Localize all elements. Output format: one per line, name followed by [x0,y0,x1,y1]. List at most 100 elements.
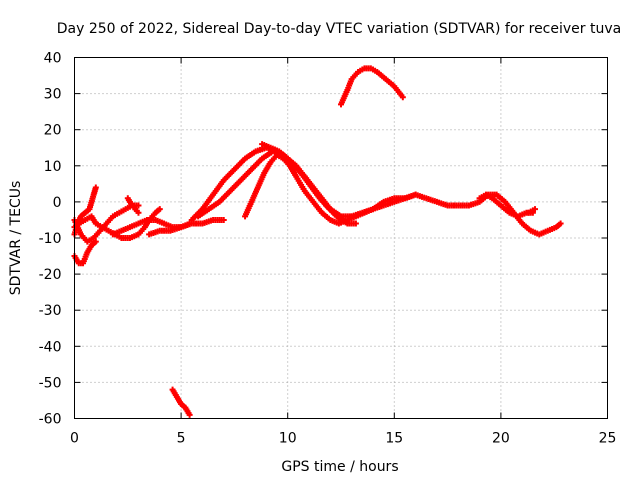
x-tick-label: 5 [177,431,186,447]
data-point [85,207,92,214]
data-point [431,198,438,205]
series-arc-12 [259,141,334,213]
x-tick-label: 20 [492,431,510,447]
data-point [274,147,281,154]
chart-title: Day 250 of 2022, Sidereal Day-to-day VTE… [57,21,621,37]
data-point [250,149,257,156]
series-arc-3 [71,206,163,241]
data-point [114,210,121,217]
data-point [410,192,417,199]
x-tick-label: 0 [70,431,79,447]
data-point [253,186,260,193]
data-point [101,222,108,229]
data-point [308,197,315,204]
data-point [116,233,123,240]
data-point [308,182,315,189]
data-point [158,219,165,226]
data-point [347,78,354,85]
data-point [398,92,405,99]
data-point [133,221,140,228]
data-point [204,207,211,214]
data-point [76,229,83,236]
data-point [372,67,379,74]
y-tick-label: -40 [39,339,62,355]
data-point [140,225,147,232]
data-point [389,81,396,88]
series-arc-13 [338,65,406,108]
y-tick-label: -20 [39,267,62,283]
data-point [219,179,226,186]
data-point [474,199,481,206]
data-point [526,226,533,233]
data-point [218,216,225,223]
data-point [74,258,81,265]
data-point [91,218,98,225]
data-point [343,89,350,96]
data-point [300,171,307,178]
data-point [175,224,182,231]
data-point [95,229,102,236]
y-tick-label: 40 [44,51,62,67]
plot-area [71,65,564,418]
y-tick-label: 30 [44,87,62,103]
data-point [496,201,503,208]
data-point [317,193,324,200]
data-point [87,244,94,251]
data-point [240,157,247,164]
data-point [300,186,307,193]
grid-lines [74,57,608,419]
y-tick-label: 10 [44,159,62,175]
data-point [172,392,179,399]
data-point [325,215,332,222]
data-point [367,206,374,213]
axis-ticks: 0 5 10 15 20 25 -60 -50 -40 -30 -20 -10 0 10 20 30 40 [39,51,617,447]
x-tick-label: 25 [599,431,617,447]
data-point [236,178,243,185]
data-point [214,200,221,207]
data-point [120,207,127,214]
series-arc-7 [146,216,227,238]
data-point [504,208,511,215]
data-point [378,200,385,207]
series-arc-15 [348,191,419,220]
data-point [185,410,192,417]
plot-frame [74,57,608,419]
data-point [365,65,372,72]
data-point [350,220,357,227]
data-point [359,66,366,73]
data-point [108,215,115,222]
data-point [124,225,131,232]
data-point [155,207,162,214]
data-point [291,161,298,168]
y-axis-label: SDTVAR / TECUs [8,181,24,296]
y-tick-label: -30 [39,303,62,319]
data-point [542,228,549,235]
y-tick-label: -10 [39,231,62,247]
data-point [491,191,498,198]
series-arc-17 [525,206,539,216]
data-point [292,171,299,178]
x-tick-label: 10 [279,431,297,447]
data-point [133,207,140,214]
data-point [133,232,140,239]
data-point [177,399,184,406]
data-point [500,197,507,204]
data-point [90,193,97,200]
data-point [246,167,253,174]
data-point [353,70,360,77]
data-point [325,204,332,211]
y-tick-label: -50 [39,375,62,391]
data-point [357,210,364,217]
x-tick-label: 15 [385,431,403,447]
series-arc-8 [169,386,193,418]
data-point [88,236,95,243]
data-point [257,157,264,164]
data-point [282,154,289,161]
data-point [556,221,563,228]
y-tick-label: 0 [53,195,62,211]
data-point [80,218,87,225]
x-axis-label: GPS time / hours [281,459,398,475]
data-point [225,189,232,196]
data-point [92,186,99,193]
